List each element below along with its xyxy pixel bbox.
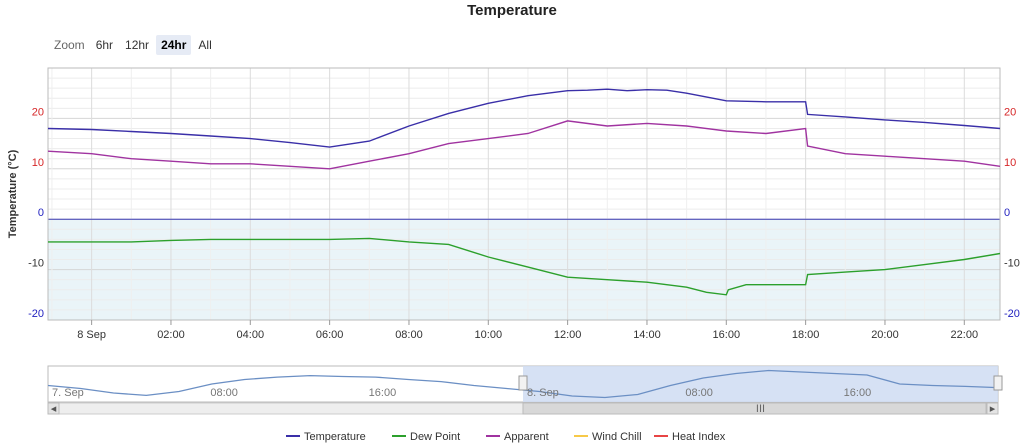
chart-title: Temperature — [467, 2, 557, 19]
navigator-label: 8. Sep — [527, 387, 559, 399]
y-tick-label-right: -20 — [1004, 308, 1020, 320]
scroll-right-arrow: ▸ — [990, 403, 996, 415]
x-tick-label: 8 Sep — [77, 329, 106, 341]
navigator-handle[interactable] — [518, 375, 528, 391]
zoom-6hr-button[interactable]: 6hr — [95, 38, 114, 52]
scroll-right-button[interactable] — [986, 402, 999, 415]
navigator-label: 08:00 — [210, 387, 238, 399]
x-tick-label: 12:00 — [554, 329, 582, 341]
legend-item-dew-point[interactable]: Dew Point — [392, 431, 460, 443]
navigator-label: 7. Sep — [52, 387, 84, 399]
zoom-12hr-button[interactable]: 12hr — [125, 38, 150, 52]
legend-label: Heat Index — [672, 431, 726, 443]
plot-border — [47, 67, 1001, 321]
x-tick-label: 14:00 — [633, 329, 661, 341]
y-tick-label-left: 0 — [38, 207, 44, 219]
legend-label: Temperature — [304, 431, 366, 443]
series-line-temperature — [47, 88, 1001, 148]
zoom-controls: Zoom 6hr 12hr 24hr All — [54, 35, 217, 55]
legend-label: Dew Point — [410, 431, 460, 443]
series-line-apparent — [47, 120, 1001, 170]
scroll-left-button[interactable] — [47, 402, 60, 415]
legend-item-apparent[interactable]: Apparent — [486, 431, 549, 443]
y-tick-label-right: 0 — [1004, 207, 1010, 219]
legend-label: Wind Chill — [592, 431, 642, 443]
x-tick-label: 04:00 — [237, 329, 265, 341]
legend-item-heat-index[interactable]: Heat Index — [654, 431, 726, 443]
legend-label: Apparent — [504, 431, 549, 443]
navigator-label: 08:00 — [685, 387, 713, 399]
navigator[interactable]: 7. Sep 08:00 16:00 8. Sep 08:00 16:00 III ◂ ▸ — [47, 365, 1003, 415]
navigator-selection[interactable] — [523, 366, 998, 402]
legend-item-temperature[interactable]: Temperature — [286, 431, 366, 443]
scroll-left-arrow: ◂ — [51, 403, 57, 415]
x-tick-label: 08:00 — [395, 329, 423, 341]
x-tick-label: 22:00 — [951, 329, 979, 341]
navigator-label: 16:00 — [844, 387, 872, 399]
y-tick-label-right: -10 — [1004, 258, 1020, 270]
x-tick-label: 06:00 — [316, 329, 344, 341]
y-tick-label-right: 20 — [1004, 106, 1016, 118]
x-tick-label: 02:00 — [157, 329, 185, 341]
series-line-dew-point — [48, 237, 1001, 296]
y-tick-label-right: 10 — [1004, 157, 1016, 169]
y-tick-label-left: 10 — [32, 157, 44, 169]
legend-item-wind-chill[interactable]: Wind Chill — [574, 431, 642, 443]
y-tick-label-left: -10 — [28, 258, 44, 270]
zoom-24hr-button[interactable]: 24hr — [156, 35, 192, 55]
x-tick-label: 10:00 — [475, 329, 503, 341]
x-tick-label: 16:00 — [713, 329, 741, 341]
x-tick-label: 20:00 — [871, 329, 899, 341]
zoom-all-button[interactable]: All — [198, 38, 212, 52]
zoom-label: Zoom — [54, 38, 85, 52]
navigator-label: 16:00 — [369, 387, 397, 399]
y-tick-label-left: -20 — [28, 308, 44, 320]
scrollbar-grip: III — [756, 403, 765, 415]
y-axis-label: Temperature (°C) — [7, 149, 19, 238]
scrollbar-thumb[interactable] — [522, 402, 987, 415]
y-tick-label-left: 20 — [32, 106, 44, 118]
navigator-handle[interactable] — [993, 375, 1003, 391]
x-tick-label: 18:00 — [792, 329, 820, 341]
